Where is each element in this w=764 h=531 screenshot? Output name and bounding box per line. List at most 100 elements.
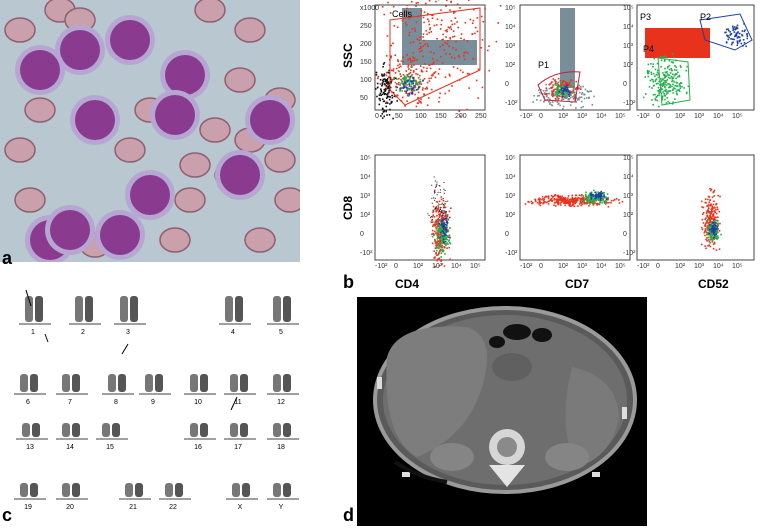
tick-label: 10⁵ — [623, 5, 634, 12]
tick-label: 10² — [675, 263, 686, 270]
cd4-axis-label: CD4 — [395, 277, 419, 290]
flow-plot-frame — [520, 155, 630, 260]
chromosome — [30, 483, 38, 497]
chromosome-number: X — [238, 504, 243, 511]
tick-label: -10² — [623, 100, 636, 107]
tick-label: 10⁴ — [505, 24, 516, 31]
tick-label: 0 — [505, 231, 509, 238]
tick-label: 0 — [656, 263, 660, 270]
tick-label: -10² — [520, 263, 533, 270]
chromosome — [283, 423, 291, 437]
chromosome — [20, 483, 28, 497]
chromosome — [145, 374, 153, 392]
chromosome — [200, 374, 208, 392]
chromosome — [283, 374, 291, 392]
chromosome — [273, 374, 281, 392]
tick-label: 0 — [375, 113, 379, 120]
tick-label: 10³ — [432, 263, 443, 270]
chromosome-number: 9 — [151, 399, 155, 406]
tick-label: 10⁵ — [470, 263, 481, 270]
tick-label: 0 — [656, 113, 660, 120]
ct-scan-image — [357, 297, 647, 526]
tick-label: 10⁴ — [713, 263, 724, 270]
chromosome — [20, 374, 28, 392]
chromosome-number: 21 — [129, 504, 137, 511]
chromosome — [85, 296, 93, 322]
tick-label: 10³ — [505, 43, 516, 50]
chromosome — [283, 483, 291, 497]
chromosome — [190, 374, 198, 392]
tick-label: 10⁵ — [615, 263, 626, 270]
tick-label: 250 — [475, 113, 487, 120]
chromosome — [225, 296, 233, 322]
tick-label: 10² — [558, 263, 569, 270]
chromosome-number: 1 — [31, 329, 35, 336]
chromosome — [62, 374, 70, 392]
tick-label: 10² — [505, 212, 516, 219]
chromosome — [72, 374, 80, 392]
tick-label: x1000 — [360, 5, 379, 12]
tick-label: 0 — [623, 81, 627, 88]
chromosome — [118, 374, 126, 392]
chromosome — [75, 296, 83, 322]
chromosome — [102, 423, 110, 437]
tick-label: 150 — [435, 113, 447, 120]
chromosome — [112, 423, 120, 437]
chromosome — [200, 423, 208, 437]
chromosome-number: 14 — [66, 444, 74, 451]
tick-label: -10² — [505, 100, 518, 107]
tick-label: 10² — [413, 263, 424, 270]
tick-label: -10² — [623, 250, 636, 257]
chromosome-number: 3 — [126, 329, 130, 336]
chromosome — [175, 483, 183, 497]
chromosome — [230, 374, 238, 392]
tick-label: 200 — [455, 113, 467, 120]
chromosome-number: 10 — [194, 399, 202, 406]
panel-d-ct-scan — [357, 297, 647, 526]
chromosome — [125, 483, 133, 497]
tick-label: -10² — [637, 113, 650, 120]
chromosome — [230, 423, 238, 437]
gate-p3-label: P3 — [640, 12, 651, 22]
tick-label: 10² — [505, 62, 516, 69]
panel-a-blood-smear — [0, 0, 300, 262]
chromosome — [72, 483, 80, 497]
tick-label: 10³ — [694, 263, 705, 270]
chromosome-number: 13 — [26, 444, 34, 451]
tick-label: -10² — [637, 263, 650, 270]
cd8-axis-label: CD8 — [341, 196, 355, 220]
chromosome — [165, 483, 173, 497]
tick-label: 0 — [394, 263, 398, 270]
chromosome — [283, 296, 291, 322]
chromosome — [240, 423, 248, 437]
chromosome — [232, 483, 240, 497]
tick-label: 10⁵ — [732, 113, 743, 120]
tick-label: 10⁵ — [505, 5, 516, 12]
panel-label-b: b — [343, 272, 354, 293]
chromosome — [72, 423, 80, 437]
chromosome-number: 7 — [68, 399, 72, 406]
chromosome-number: 5 — [279, 329, 283, 336]
panel-label-c: c — [2, 505, 12, 526]
gate-p1-label: P1 — [538, 60, 549, 70]
tick-label: 50 — [360, 95, 368, 102]
chromosome-number: 15 — [106, 444, 114, 451]
gate-cells-label: Cells — [392, 9, 413, 19]
tick-label: 0 — [623, 231, 627, 238]
chromosome-number: 16 — [194, 444, 202, 451]
chromosome-number: Y — [279, 504, 284, 511]
tick-label: 10² — [558, 113, 569, 120]
tick-label: 150 — [360, 59, 372, 66]
tick-label: 10⁵ — [505, 155, 516, 162]
tick-label: 10⁴ — [505, 174, 516, 181]
tick-label: 0 — [505, 81, 509, 88]
flow-plot-frame — [375, 155, 485, 260]
panel-label-d: d — [343, 505, 354, 526]
tick-label: 10⁴ — [713, 113, 724, 120]
chromosome-number: 19 — [24, 504, 32, 511]
chromosome — [62, 423, 70, 437]
chromosome — [62, 483, 70, 497]
tick-label: -10² — [520, 113, 533, 120]
